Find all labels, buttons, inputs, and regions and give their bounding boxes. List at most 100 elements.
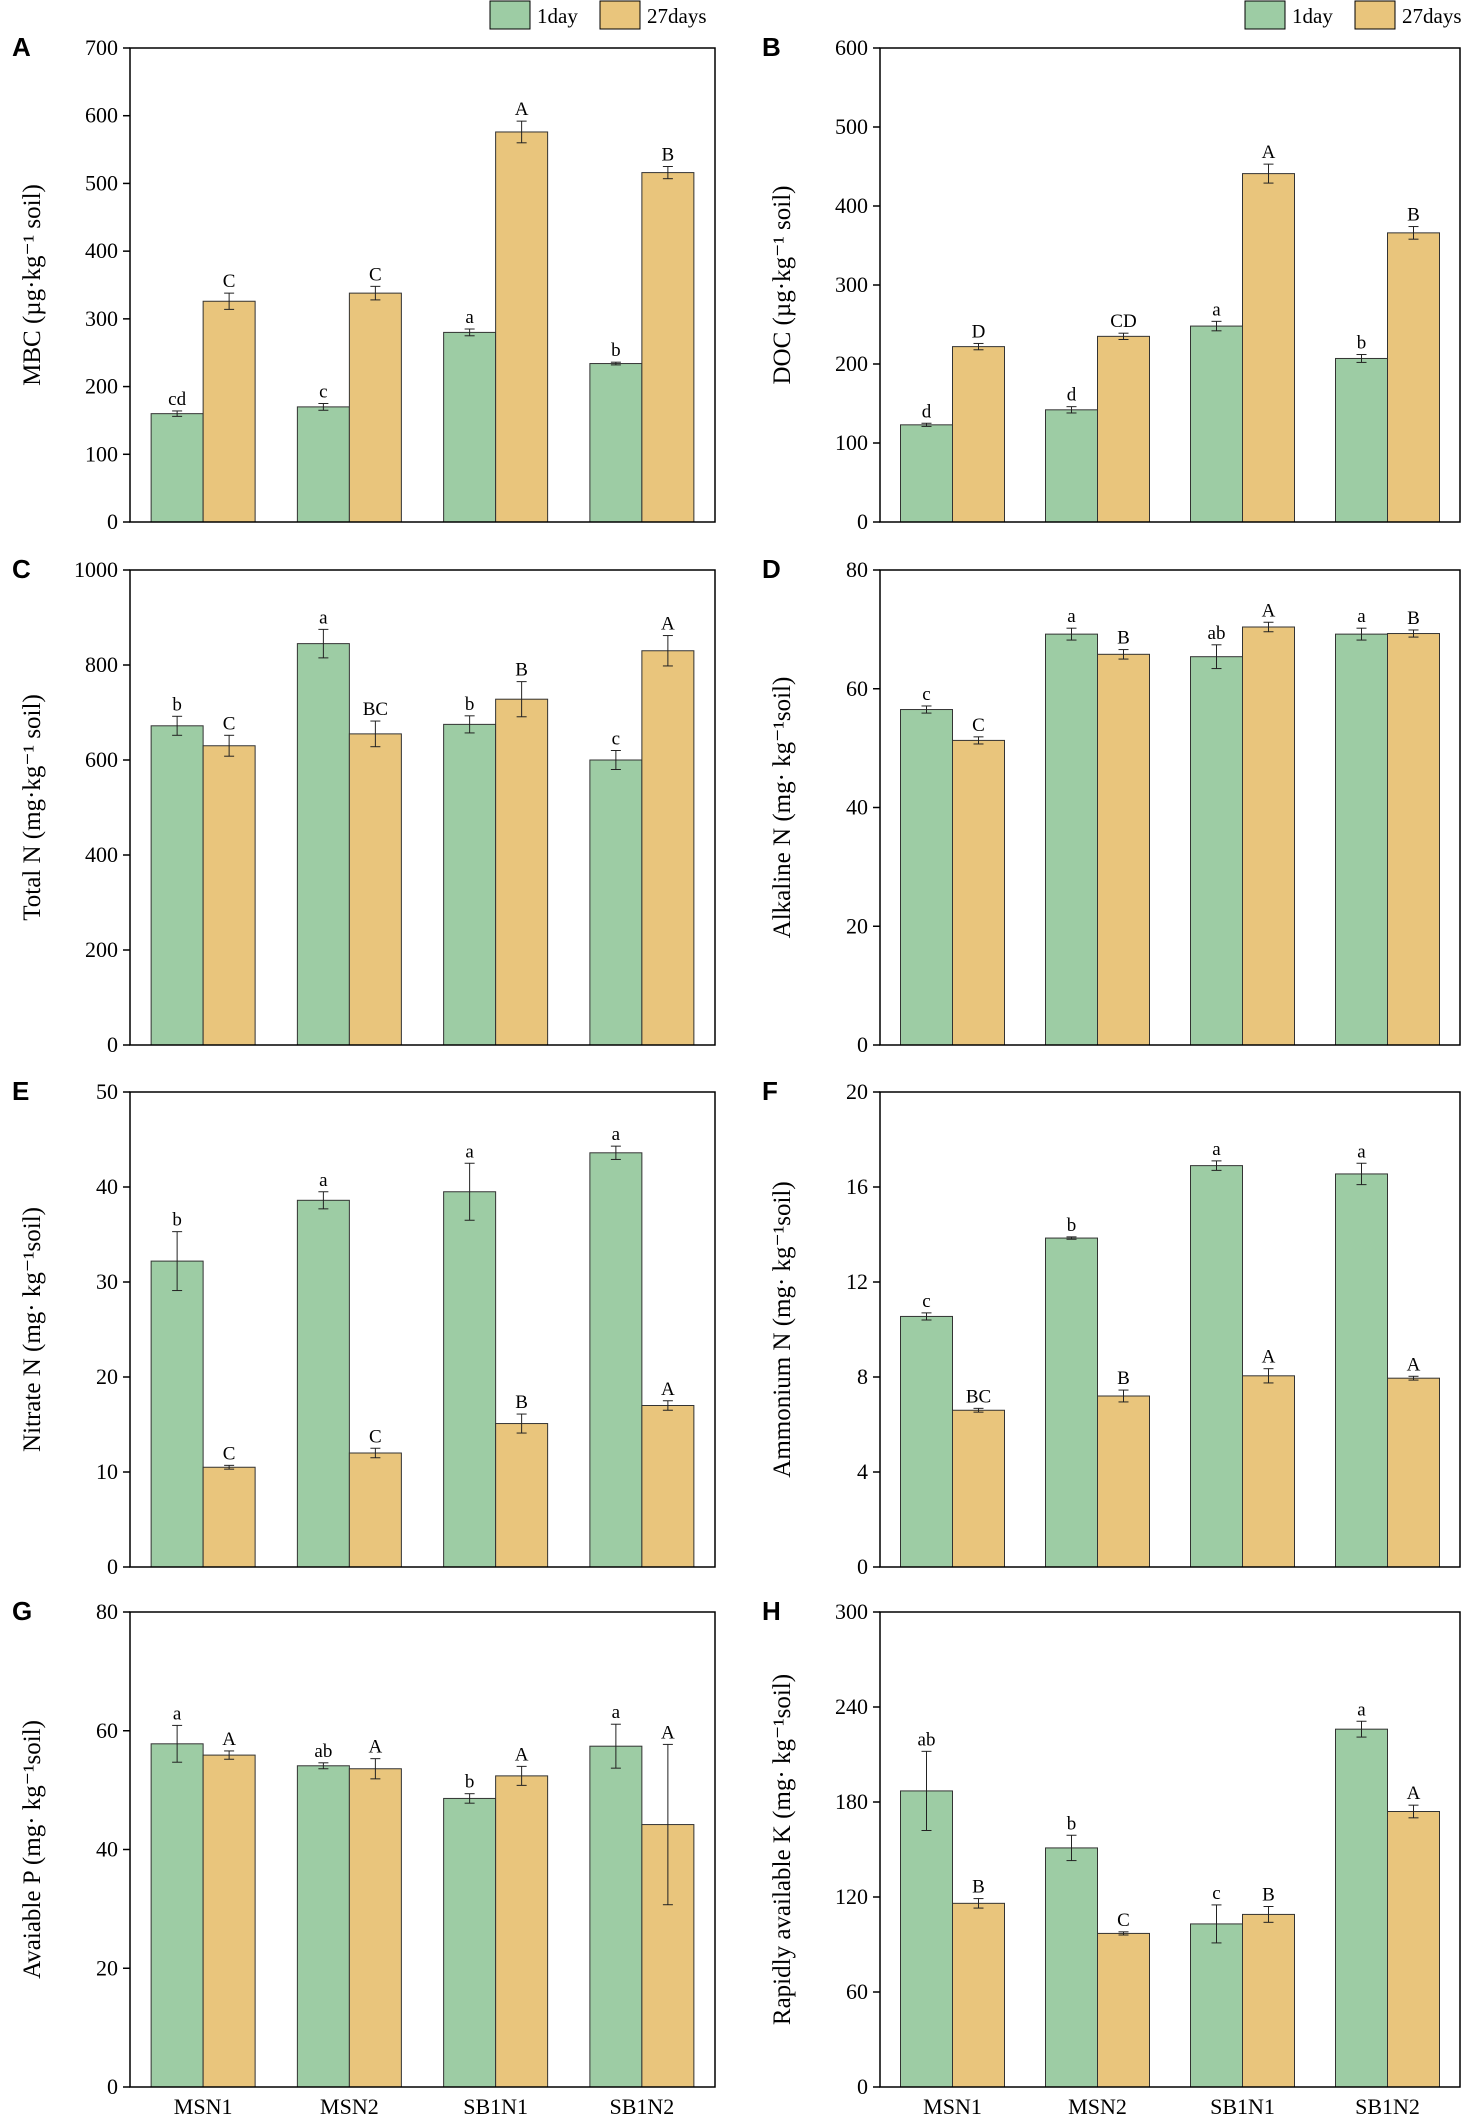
legend-swatch-1day (489, 0, 531, 30)
legend-label-27days: 27days (1402, 4, 1462, 28)
significance-label: A (1407, 1783, 1421, 1804)
y-tick-label: 60 (846, 676, 868, 701)
y-tick-label: 180 (835, 1789, 868, 1814)
significance-label: a (319, 607, 328, 628)
bar-27days-sb1n2 (1387, 633, 1440, 1046)
bar-1day-msn2 (296, 1765, 350, 2088)
significance-label: ab (314, 1741, 332, 1762)
chart-panel-d: D Alkaline N (mg· kg⁻¹soil) 0 20 40 60 80 c Ca B a… (762, 554, 1461, 1057)
bar-1day-sb1n1 (1190, 1923, 1243, 2088)
chart-panel-a: A MBC (µg·kg⁻¹ soil) 0 100 200 300 400 500 600 70… (12, 32, 716, 534)
bar-1day-msn1 (900, 1315, 953, 1568)
significance-label: b (1067, 1215, 1077, 1236)
bar-1day-msn2 (1045, 1847, 1098, 2088)
y-tick-label: 100 (835, 430, 868, 455)
bar-27days-msn2 (1097, 1932, 1150, 2088)
bar-27days-msn2 (348, 292, 402, 523)
panel-letter: D (762, 554, 781, 584)
legend-left: 1day 27days (489, 0, 707, 30)
y-tick-label: 400 (85, 842, 118, 867)
bar-27days-msn2 (348, 1452, 402, 1568)
significance-label: BC (966, 1386, 991, 1407)
chart-panel-c: C Total N (mg·kg⁻¹ soil) 0 200 400 600 800 1000… (12, 554, 716, 1057)
significance-label: a (1067, 606, 1076, 627)
bar-1day-sb1n2 (1335, 357, 1388, 523)
significance-label: A (1262, 1347, 1276, 1368)
significance-label: d (1067, 385, 1077, 406)
significance-label: b (172, 1210, 182, 1231)
significance-label: a (612, 1124, 621, 1145)
y-tick-label: 80 (846, 557, 868, 582)
significance-label: A (1262, 142, 1276, 163)
bar-27days-msn1 (202, 300, 256, 523)
bar-27days-sb1n1 (1242, 626, 1295, 1046)
y-tick-label: 80 (96, 1599, 118, 1624)
bar-1day-msn1 (900, 1790, 953, 2088)
significance-label: B (1117, 1368, 1130, 1389)
bar-27days-sb1n1 (1242, 1913, 1295, 2088)
significance-label: ab (918, 1729, 936, 1750)
chart-panel-g: G Avaiable P (mg· kg⁻¹soil) 0 20 40 60 80 a A MSN… (12, 1596, 716, 2117)
significance-label: a (612, 1702, 621, 1723)
significance-label: a (173, 1703, 182, 1724)
legend-label-27days: 27days (647, 4, 707, 28)
y-tick-label: 60 (96, 1718, 118, 1743)
bar-1day-msn1 (150, 1743, 204, 2088)
significance-label: BC (363, 699, 388, 720)
chart-panel-e: E Nitrate N (mg· kg⁻¹soil) 0 10 20 30 40 50 b Ca C… (12, 1076, 716, 1579)
x-tick-label-sb1n1: SB1N1 (463, 2094, 528, 2117)
y-tick-label: 0 (107, 509, 118, 534)
significance-label: B (515, 1392, 528, 1413)
panel-letter: C (12, 554, 31, 584)
significance-label: b (611, 340, 621, 361)
significance-label: A (661, 1379, 675, 1400)
bar-1day-sb1n2 (589, 1745, 643, 2088)
y-tick-label: 600 (85, 103, 118, 128)
bar-1day-sb1n1 (443, 1191, 497, 1568)
x-tick-label-msn2: MSN2 (1068, 2094, 1127, 2117)
y-tick-label: 20 (96, 1364, 118, 1389)
bar-1day-sb1n1 (1190, 325, 1243, 523)
significance-label: C (369, 1426, 382, 1447)
bar-27days-sb1n1 (495, 1775, 549, 2088)
legend-swatch-27days (599, 0, 641, 30)
x-tick-label-sb1n2: SB1N2 (609, 2094, 674, 2117)
bar-27days-msn1 (202, 745, 256, 1046)
significance-label: A (515, 99, 529, 120)
plot-frame (879, 569, 1461, 1046)
y-tick-label: 600 (835, 35, 868, 60)
y-tick-label: 4 (857, 1459, 868, 1484)
significance-label: C (223, 1443, 236, 1464)
y-tick-label: 700 (85, 35, 118, 60)
y-tick-label: 20 (846, 1079, 868, 1104)
significance-label: B (1262, 1885, 1275, 1906)
significance-label: a (465, 1141, 474, 1162)
bar-27days-sb1n1 (1242, 173, 1295, 523)
bar-1day-msn1 (900, 424, 953, 523)
bar-27days-msn2 (1097, 335, 1150, 523)
y-tick-label: 0 (107, 1554, 118, 1579)
panel-letter: A (12, 32, 31, 62)
y-tick-label: 200 (85, 937, 118, 962)
plot-frame (129, 569, 716, 1046)
significance-label: b (1067, 1813, 1077, 1834)
significance-label: A (1407, 1354, 1421, 1375)
bar-1day-sb1n2 (1335, 633, 1388, 1046)
bar-27days-sb1n2 (641, 172, 695, 523)
bar-1day-msn2 (1045, 1237, 1098, 1568)
y-tick-label: 800 (85, 652, 118, 677)
plot-frame (879, 1611, 1461, 2088)
bar-27days-sb1n2 (1387, 1377, 1440, 1568)
bar-1day-sb1n2 (1335, 1173, 1388, 1568)
significance-label: a (1357, 606, 1366, 627)
bar-27days-msn1 (952, 346, 1005, 523)
significance-label: A (1262, 600, 1276, 621)
y-tick-label: 200 (85, 374, 118, 399)
y-axis-label: Ammonium N (mg· kg⁻¹soil) (769, 1181, 796, 1477)
bar-1day-msn2 (1045, 633, 1098, 1046)
chart-panel-b: B DOC (µg·kg⁻¹ soil) 0 100 200 300 400 500 600 d D… (762, 32, 1461, 534)
significance-label: B (972, 1877, 985, 1898)
chart-panel-f: F Ammonium N (mg· kg⁻¹soil) 0 4 8 12 16 20 c BC b B… (762, 1076, 1461, 1579)
y-tick-label: 300 (835, 1599, 868, 1624)
